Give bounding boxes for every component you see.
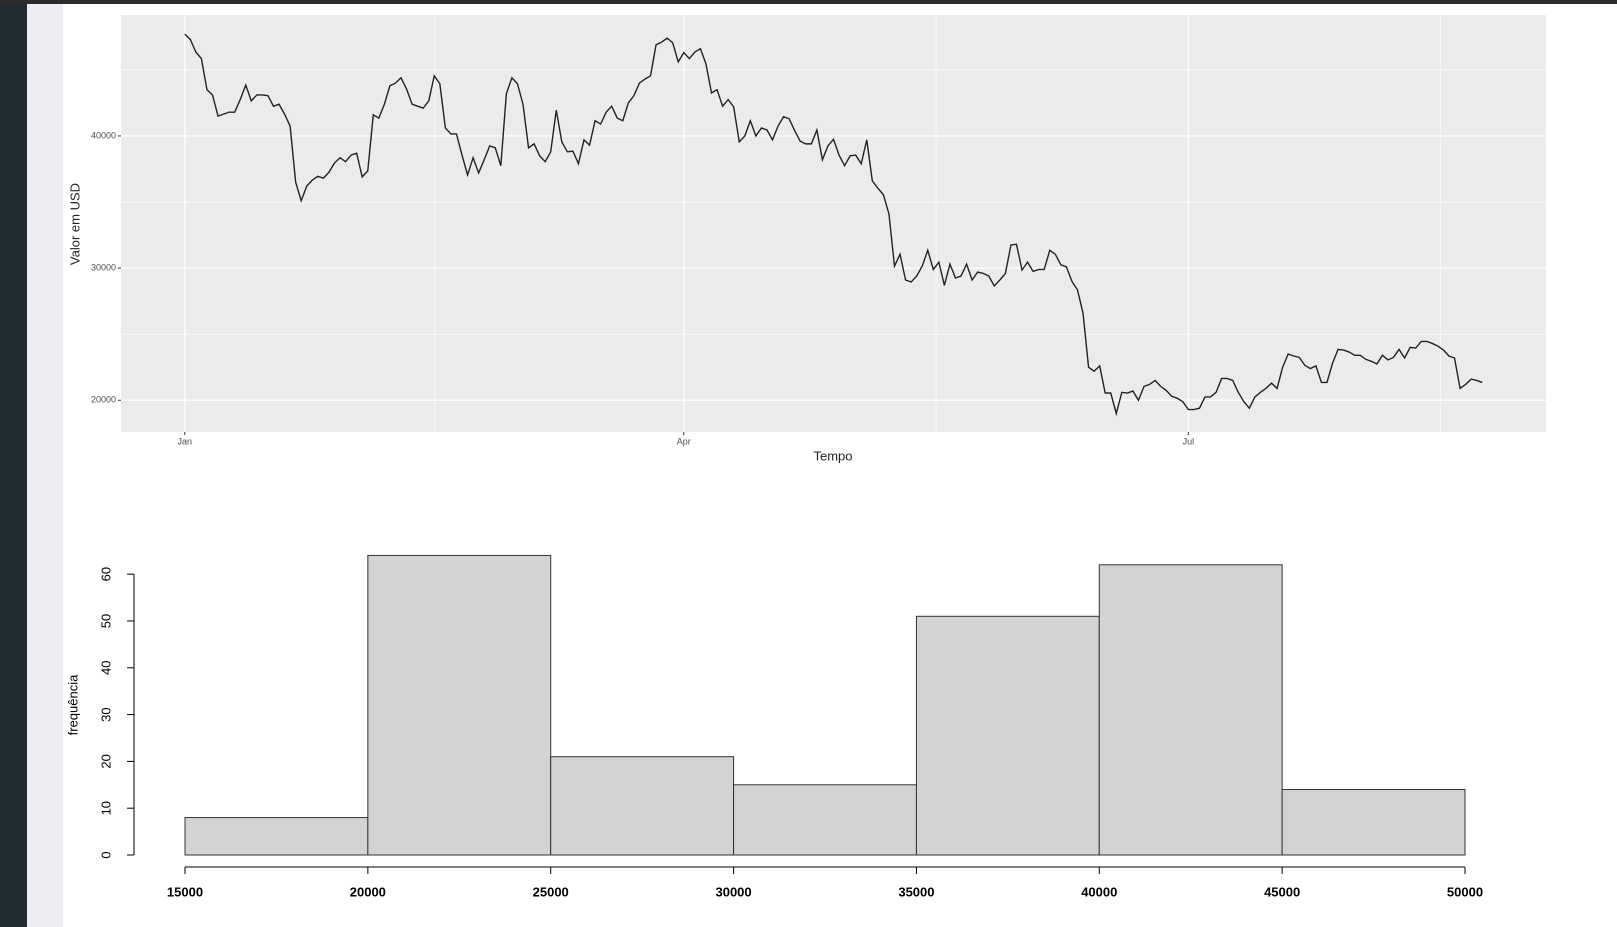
top-bar	[0, 0, 1617, 4]
histogram-bar	[1098, 564, 1283, 856]
x-tick-label: 15000	[167, 884, 203, 899]
x-tick-label: 40000	[1081, 884, 1117, 899]
price-line	[184, 33, 1483, 417]
histogram-bar	[184, 817, 369, 856]
y-tick-label: 30	[98, 707, 113, 721]
x-tick-label: Jul	[1183, 436, 1195, 446]
sidebar	[0, 0, 27, 927]
x-tick-label: 25000	[533, 884, 569, 899]
x-tick-label: 35000	[898, 884, 934, 899]
y-tick-label: 40000	[91, 130, 116, 140]
x-axis-title: Tempo	[813, 448, 852, 463]
histogram-bar	[733, 784, 917, 856]
y-axis-title: Valor em USD	[67, 183, 82, 265]
x-tick-label: 45000	[1264, 884, 1300, 899]
y-tick-label: 40	[98, 661, 113, 675]
y-axis-title: frequência	[65, 674, 80, 735]
x-tick-label: Apr	[677, 436, 691, 446]
histogram-bar	[367, 554, 552, 856]
histogram-bar	[1281, 788, 1466, 856]
x-tick-label: 50000	[1447, 884, 1483, 899]
x-tick-label: 20000	[350, 884, 386, 899]
plot-panel	[121, 15, 1546, 432]
x-tick-label: 30000	[715, 884, 751, 899]
y-tick-label: 20	[98, 754, 113, 768]
x-tick-label: Jan	[178, 436, 193, 446]
histogram-bar	[550, 756, 735, 856]
gutter	[27, 0, 63, 927]
y-tick-label: 0	[98, 851, 113, 858]
y-tick-label: 60	[98, 567, 113, 581]
y-tick-label: 10	[98, 801, 113, 815]
histogram-bar	[915, 615, 1100, 856]
y-tick-label: 20000	[91, 395, 116, 405]
y-tick-label: 30000	[91, 262, 116, 272]
y-tick-label: 50	[98, 614, 113, 628]
